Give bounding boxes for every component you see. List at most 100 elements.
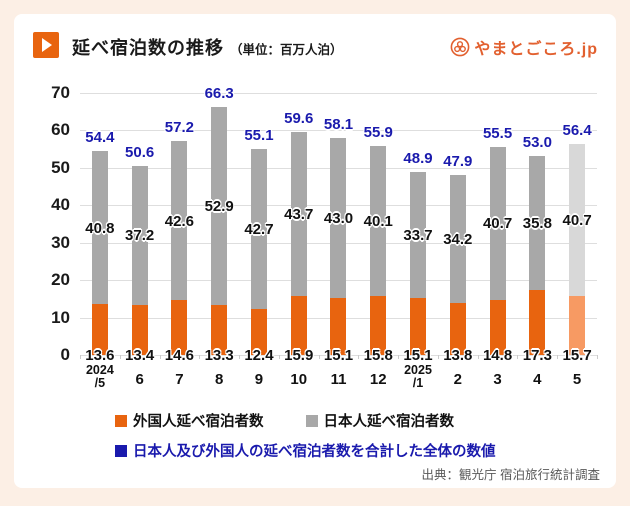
japanese-segment (410, 172, 427, 299)
japanese-segment (211, 107, 228, 306)
stacked-bar (290, 131, 307, 355)
gridline (80, 93, 597, 94)
x-axis-category-label: 11 (330, 371, 347, 388)
legend-japanese-swatch (305, 414, 318, 427)
y-axis-tick-label: 10 (51, 307, 70, 327)
bar-column: 58.1 43.0 15.1 (319, 93, 359, 364)
legend-japanese-label: 日本人延べ宿泊者数 (323, 414, 455, 430)
bar-column: 55.1 42.7 12.4 (239, 93, 279, 364)
y-axis-tick-label: 60 (51, 120, 70, 140)
x-axis-category-label: 12 (369, 371, 387, 388)
x-axis-category-label: 3 (493, 371, 502, 388)
japanese-value-label: 35.8 (522, 215, 552, 233)
foreign-value-label: 13.8 (443, 347, 473, 364)
bar-column: 55.5 40.7 14.8 (478, 93, 518, 364)
legend-total-label: 日本人及び外国人の延べ宿泊者数を合計した全体の数値 (133, 444, 496, 460)
y-axis-tick-label: 20 (51, 270, 70, 290)
total-value-label: 66.3 (204, 85, 234, 103)
total-value-label: 57.2 (164, 118, 195, 136)
page-title: 延べ宿泊数の推移 (72, 38, 224, 58)
foreign-value-label: 15.9 (284, 347, 314, 364)
foreign-segment (250, 308, 267, 355)
total-value-label: 50.6 (125, 143, 155, 161)
x-axis-tick (437, 355, 439, 359)
foreign-value-label: 13.4 (125, 347, 155, 364)
chart-card: 延べ宿泊数の推移 （単位：百万人泊） やまとごころ.jp 70 60 50 40 30 20… (14, 14, 616, 488)
stacked-bar (171, 140, 188, 355)
x-axis-tick (278, 355, 280, 359)
japanese-value-label: 40.1 (363, 212, 393, 230)
total-value-label: 55.9 (363, 123, 393, 141)
stacked-bar (529, 156, 546, 355)
plot-area: 70 60 50 40 30 20 10 0 54.4 40.8 13.6 50.6 37.2 13.4 5… (51, 83, 598, 364)
foreign-segment (529, 290, 546, 355)
legend-foreign-swatch (115, 414, 127, 427)
foreign-value-label: 17.3 (522, 347, 552, 364)
bar-column: 48.9 33.7 15.1 (398, 93, 438, 364)
japanese-value-label: 37.2 (125, 227, 155, 245)
total-value-label: 56.4 (562, 121, 592, 139)
bar-column: 47.9 34.2 13.8 (438, 93, 478, 364)
foreign-value-label: 14.6 (164, 347, 195, 364)
japanese-segment (529, 156, 546, 291)
total-value-label: 53.0 (522, 134, 552, 152)
foreign-segment (171, 300, 188, 355)
logo-text: やまとごころ.jp (474, 41, 598, 58)
x-axis-tick (517, 355, 519, 359)
total-value-label: 48.9 (403, 150, 433, 168)
foreign-segment (410, 298, 427, 355)
stacked-bar (131, 165, 148, 355)
foreign-value-label: 15.1 (323, 347, 354, 364)
foreign-segment (370, 295, 387, 355)
foreign-segment (449, 303, 466, 355)
bar-column: 66.3 52.9 13.3 (199, 85, 239, 364)
x-axis-tick (318, 355, 320, 359)
x-axis-tick (597, 355, 598, 359)
legend-total-swatch (115, 444, 127, 457)
total-value-label: 59.6 (284, 109, 314, 127)
gridline (80, 130, 597, 132)
legend-foreign-label: 外国人延べ宿泊者数 (133, 414, 264, 430)
x-axis-category-label: 4 (533, 371, 542, 388)
gridline (80, 355, 597, 356)
yamatogokoro-logo: やまとごころ.jp (450, 35, 598, 59)
japanese-value-label: 40.7 (562, 212, 592, 230)
stacked-bar (330, 137, 347, 355)
y-axis-tick-label: 70 (51, 83, 70, 102)
total-value-label: 47.9 (443, 153, 473, 171)
header: 延べ宿泊数の推移 （単位：百万人泊） やまとごころ.jp (33, 31, 600, 61)
japanese-segment (330, 137, 347, 299)
yamatogokoro-logo-icon (450, 37, 470, 57)
x-axis-category-label: 5 (572, 371, 582, 388)
stacked-bar (449, 175, 466, 355)
bar-column: 55.9 40.1 15.8 (358, 93, 398, 364)
japanese-segment (290, 131, 307, 296)
x-axis-tick (477, 355, 479, 359)
stacked-bar (370, 145, 387, 355)
bar-column: 59.6 43.7 15.9 (279, 93, 319, 364)
x-axis-category-label: 2025/1 (404, 363, 432, 390)
y-axis-tick-label: 40 (51, 195, 70, 215)
total-value-label: 58.1 (323, 115, 354, 133)
x-axis-category-label: 2024/5 (85, 363, 114, 390)
japanese-value-label: 42.7 (244, 220, 274, 238)
x-axis-category-label: 8 (215, 371, 224, 388)
stacked-bar (211, 107, 228, 355)
total-value-label: 55.1 (244, 126, 274, 144)
foreign-segment (91, 304, 108, 355)
x-axis-labels: 2024/5 6 7 8 9 10 11 12 2025/1 2 3 4 5 (80, 360, 597, 396)
foreign-segment (211, 305, 228, 355)
y-axis-tick-label: 30 (51, 232, 70, 252)
foreign-value-label: 15.1 (403, 347, 433, 364)
x-axis-tick (557, 355, 559, 359)
japanese-segment (250, 148, 267, 309)
unit-label: （単位：百万人泊） (230, 43, 343, 57)
bar-column: 53.0 35.8 17.3 (517, 93, 557, 364)
bar-column: 50.6 37.2 13.4 (120, 93, 160, 364)
japanese-value-label: 33.7 (403, 227, 433, 245)
stacked-bar (91, 151, 108, 355)
foreign-segment (569, 296, 586, 355)
x-axis-category-label: 9 (254, 371, 264, 388)
japanese-segment (489, 147, 506, 300)
x-axis-tick (199, 355, 201, 359)
